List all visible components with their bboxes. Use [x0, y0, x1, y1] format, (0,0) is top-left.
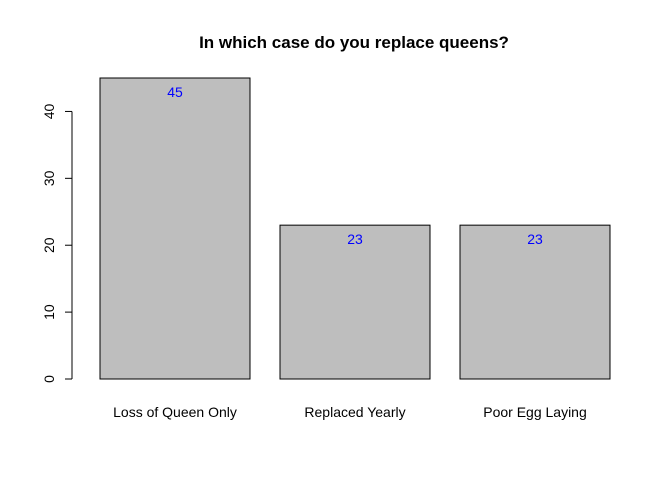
bar-value-label: 45: [167, 84, 183, 100]
y-tick-label: 40: [41, 103, 57, 119]
category-label: Replaced Yearly: [304, 404, 405, 420]
y-tick-label: 20: [41, 237, 57, 253]
y-tick-label: 30: [41, 170, 57, 186]
y-tick-label: 0: [41, 375, 57, 383]
data-labels: 45 23 23: [167, 84, 543, 247]
bars: [99, 77, 611, 380]
y-axis: 0 10 20 30 40: [41, 103, 73, 383]
bar: [99, 77, 251, 380]
bar-value-label: 23: [347, 231, 363, 247]
category-labels: Loss of Queen Only Replaced Yearly Poor Eg…: [113, 404, 587, 420]
y-tick-label: 10: [41, 304, 57, 320]
bar: [279, 224, 431, 380]
bar: [459, 224, 611, 380]
chart-title: In which case do you replace queens?: [199, 33, 509, 52]
category-label: Poor Egg Laying: [483, 404, 587, 420]
bar-value-label: 23: [527, 231, 543, 247]
category-label: Loss of Queen Only: [113, 404, 237, 420]
